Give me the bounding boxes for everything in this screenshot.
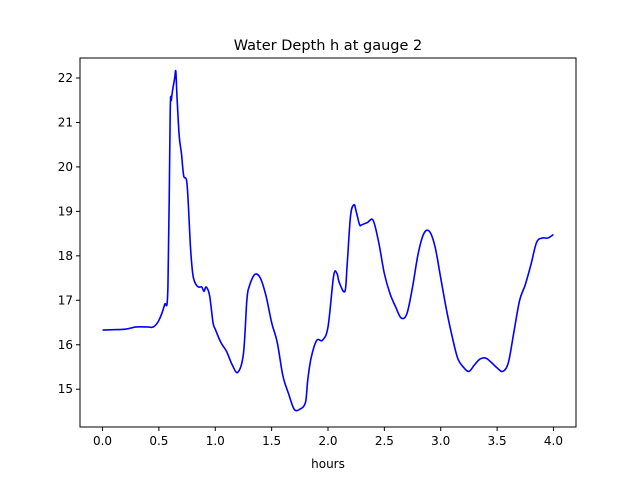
x-tick-label: 2.5 — [375, 434, 394, 448]
chart-title: Water Depth h at gauge 2 — [234, 38, 422, 54]
x-tick-label: 1.5 — [262, 434, 281, 448]
x-axis-label: hours — [311, 457, 345, 471]
plot-area — [102, 69, 554, 412]
y-tick-label: 21 — [58, 115, 73, 129]
x-tick-label: 0.0 — [93, 434, 112, 448]
x-axis: 0.0 0.5 1.0 1.5 2.0 2.5 3.0 3.5 4.0 — [93, 427, 563, 448]
y-tick-label: 15 — [58, 382, 73, 396]
x-tick-label: 3.0 — [431, 434, 450, 448]
y-tick-label: 22 — [58, 71, 73, 85]
x-tick-label: 0.5 — [149, 434, 168, 448]
y-tick-label: 20 — [58, 160, 73, 174]
series-line — [102, 69, 554, 412]
x-tick-label: 1.0 — [206, 434, 225, 448]
y-tick-label: 17 — [58, 293, 73, 307]
y-tick-label: 18 — [58, 249, 73, 263]
y-axis: 15 16 17 18 19 20 21 22 — [58, 71, 80, 396]
y-tick-label: 16 — [58, 338, 73, 352]
x-tick-label: 2.0 — [318, 434, 337, 448]
y-tick-label: 19 — [58, 204, 73, 218]
x-tick-label: 3.5 — [488, 434, 507, 448]
x-tick-label: 4.0 — [544, 434, 563, 448]
